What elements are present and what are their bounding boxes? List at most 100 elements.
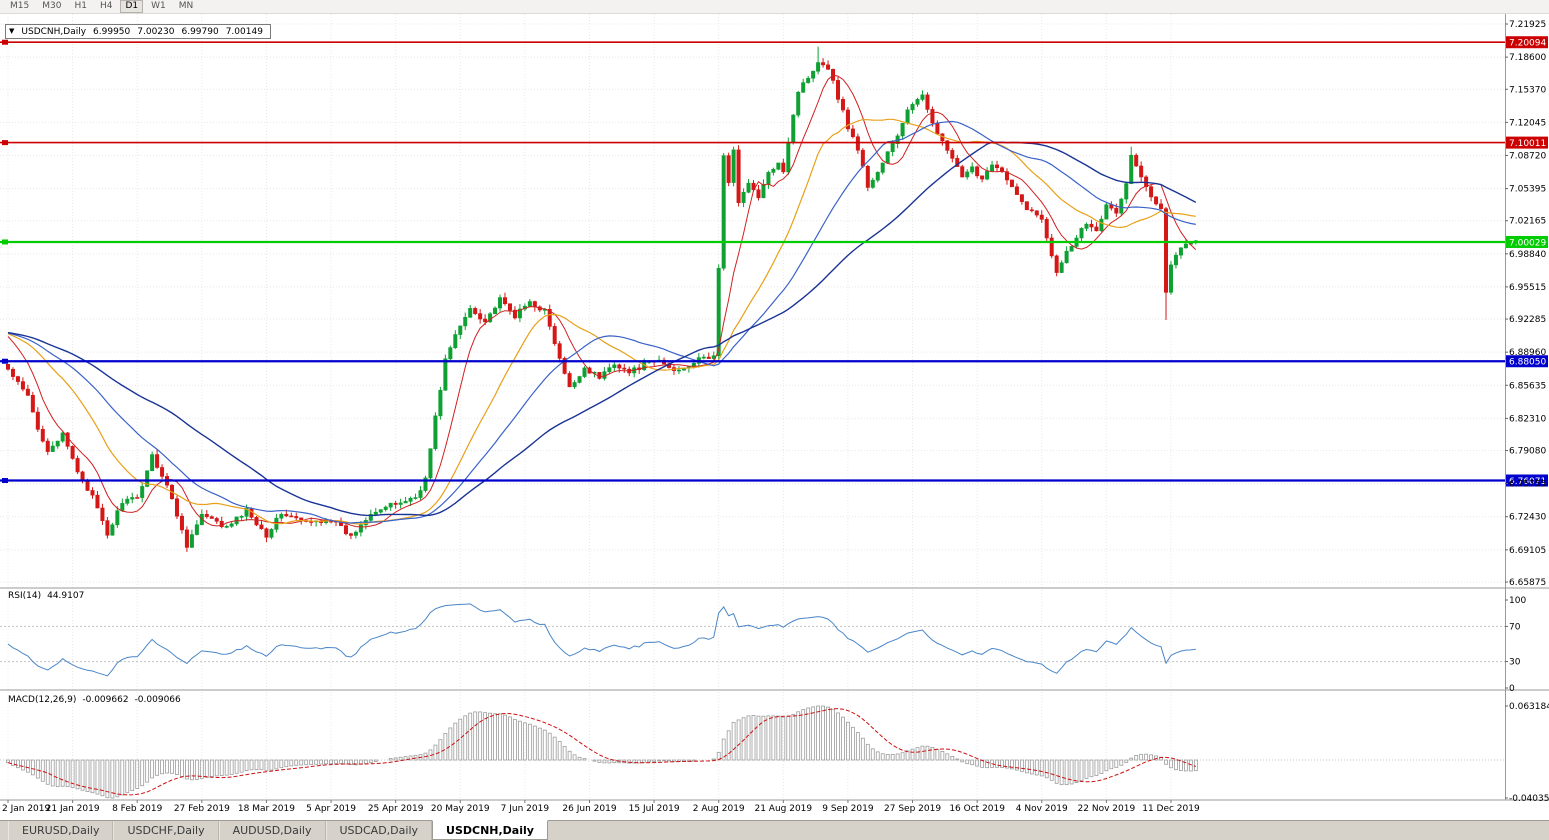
moving-average-line-8	[7, 74, 1197, 528]
level-edge-marker[interactable]	[2, 239, 8, 245]
timeframe-button-h1[interactable]: H1	[69, 0, 92, 13]
svg-text:7.08720: 7.08720	[1509, 151, 1546, 161]
svg-text:6.72430: 6.72430	[1509, 513, 1546, 523]
moving-average-line-34	[7, 120, 1196, 524]
svg-text:7.18600: 7.18600	[1509, 53, 1546, 63]
svg-text:100: 100	[1509, 596, 1526, 606]
svg-text:2 Aug 2019: 2 Aug 2019	[693, 804, 745, 814]
svg-text:11 Dec 2019: 11 Dec 2019	[1142, 804, 1200, 814]
svg-text:5 Apr 2019: 5 Apr 2019	[306, 804, 356, 814]
price-level-label: 6.76071	[1506, 474, 1548, 487]
svg-text:18 Mar 2019: 18 Mar 2019	[238, 804, 295, 814]
timeframe-button-h4[interactable]: H4	[95, 0, 118, 13]
macd-main-value: -0.009662	[82, 695, 129, 705]
chart-tab-eurusd[interactable]: EURUSD,Daily	[8, 821, 114, 840]
level-edge-marker[interactable]	[2, 140, 8, 146]
chart-tab-usdcad[interactable]: USDCAD,Daily	[325, 821, 433, 840]
svg-text:22 Nov 2019: 22 Nov 2019	[1078, 804, 1136, 814]
svg-text:7.15370: 7.15370	[1509, 85, 1546, 95]
svg-text:26 Jun 2019: 26 Jun 2019	[562, 804, 616, 814]
moving-average-line-55	[7, 141, 1197, 517]
svg-text:25 Apr 2019: 25 Apr 2019	[368, 804, 424, 814]
symbol-label: USDCNH,Daily	[21, 26, 87, 37]
svg-text:7.05395: 7.05395	[1509, 185, 1546, 195]
price-level-label: 7.00029	[1506, 235, 1548, 248]
chart-tab-audusd[interactable]: AUDUSD,Daily	[218, 821, 326, 840]
timeframe-toolbar: M15 M30 H1 H4 D1 W1 MN	[0, 0, 1549, 14]
svg-text:-0.040355: -0.040355	[1509, 794, 1549, 804]
quote-box: ▼ USDCNH,Daily 6.99950 7.00230 6.99790 7…	[5, 24, 271, 39]
timeframe-button-w1[interactable]: W1	[146, 0, 171, 13]
timeframe-button-m30[interactable]: M30	[37, 0, 66, 13]
price-axis-labels: 7.21925 7.18600 7.15370 7.12045 7.08720 7.053…	[1505, 20, 1546, 588]
chart-tab-usdchf[interactable]: USDCHF,Daily	[113, 821, 219, 840]
chart-tabbar: EURUSD,Daily USDCHF,Daily AUDUSD,Daily U…	[0, 820, 1549, 840]
svg-text:15 Jul 2019: 15 Jul 2019	[629, 804, 680, 814]
macd-name: MACD(12,26,9)	[8, 695, 77, 705]
svg-text:7.12045: 7.12045	[1509, 118, 1546, 128]
svg-text:6.98840: 6.98840	[1509, 250, 1546, 260]
macd-histogram	[6, 705, 1198, 799]
svg-text:70: 70	[1509, 622, 1521, 632]
svg-text:21 Jan 2019: 21 Jan 2019	[46, 804, 100, 814]
svg-text:0.063184: 0.063184	[1509, 702, 1549, 712]
svg-text:21 Aug 2019: 21 Aug 2019	[754, 804, 812, 814]
svg-text:16 Oct 2019: 16 Oct 2019	[949, 804, 1005, 814]
level-edge-marker[interactable]	[2, 39, 8, 45]
svg-text:6.65875: 6.65875	[1509, 578, 1546, 588]
moving-average-line-21	[7, 118, 1196, 525]
vertical-gridlines	[7, 14, 1172, 800]
price-chart-svg[interactable]: 7.200947.100117.000296.880506.760717.219…	[0, 14, 1549, 820]
svg-text:6.82310: 6.82310	[1509, 414, 1546, 424]
level-edge-marker[interactable]	[2, 477, 8, 483]
price-level-label: 7.20094	[1506, 36, 1548, 49]
svg-text:6.75755: 6.75755	[1509, 480, 1546, 490]
svg-text:7.10011: 7.10011	[1509, 139, 1546, 149]
rsi-name: RSI(14)	[8, 591, 42, 601]
collapse-chevron-icon[interactable]: ▼	[9, 27, 15, 35]
svg-text:20 May 2019: 20 May 2019	[431, 804, 490, 814]
svg-text:0: 0	[1509, 684, 1515, 694]
svg-text:6.69105: 6.69105	[1509, 546, 1546, 556]
macd-indicator-label: MACD(12,26,9) -0.009662 -0.009066	[8, 695, 187, 705]
svg-text:6.88960: 6.88960	[1509, 348, 1546, 358]
chart-tab-usdcnh[interactable]: USDCNH,Daily	[432, 820, 548, 840]
svg-text:6.76071: 6.76071	[1509, 477, 1546, 487]
macd-signal-value: -0.009066	[134, 695, 181, 705]
timeframe-button-mn[interactable]: MN	[174, 0, 199, 13]
svg-text:7.21925: 7.21925	[1509, 20, 1546, 30]
svg-text:2 Jan 2019: 2 Jan 2019	[2, 804, 50, 814]
quote-high: 7.00230	[137, 26, 175, 37]
key-levels-layer: 7.20094 7.10011 7.00029 6.88050 6.76071	[0, 36, 1548, 487]
svg-text:7.20094: 7.20094	[1509, 39, 1546, 49]
rsi-indicator-label: RSI(14) 44.9107	[8, 591, 90, 601]
quote-close: 7.00149	[225, 26, 263, 37]
svg-text:9 Sep 2019: 9 Sep 2019	[822, 804, 874, 814]
svg-text:6.92285: 6.92285	[1509, 315, 1546, 325]
price-level-label: 6.88050	[1506, 355, 1548, 368]
quote-open: 6.99950	[93, 26, 131, 37]
svg-text:6.79080: 6.79080	[1509, 447, 1546, 457]
svg-text:7.02165: 7.02165	[1509, 217, 1546, 227]
svg-text:27 Sep 2019: 27 Sep 2019	[884, 804, 941, 814]
rsi-axis-labels: 100 70 30 0	[1505, 596, 1526, 694]
quote-low: 6.99790	[181, 26, 219, 37]
svg-text:7 Jun 2019: 7 Jun 2019	[501, 804, 550, 814]
candles-layer	[6, 46, 1198, 552]
price-level-label: 7.10011	[1506, 136, 1548, 149]
rsi-line	[7, 603, 1196, 677]
level-edge-marker[interactable]	[2, 358, 8, 364]
chart-area[interactable]: 7.20094 7.10011 7.00029 6.88050 6.76071 7.219…	[0, 14, 1549, 820]
svg-text:30: 30	[1509, 658, 1521, 668]
svg-text:27 Feb 2019: 27 Feb 2019	[174, 804, 230, 814]
rsi-value: 44.9107	[47, 591, 85, 601]
macd-signal-line	[7, 708, 1196, 796]
horizontal-gridlines	[0, 23, 1505, 583]
svg-text:4 Nov 2019: 4 Nov 2019	[1016, 804, 1068, 814]
svg-text:7.00029: 7.00029	[1509, 238, 1546, 248]
timeframe-button-m15[interactable]: M15	[5, 0, 34, 13]
macd-axis-labels: 0.063184 -0.040355	[1505, 702, 1549, 804]
timeframe-button-d1[interactable]: D1	[120, 0, 144, 13]
